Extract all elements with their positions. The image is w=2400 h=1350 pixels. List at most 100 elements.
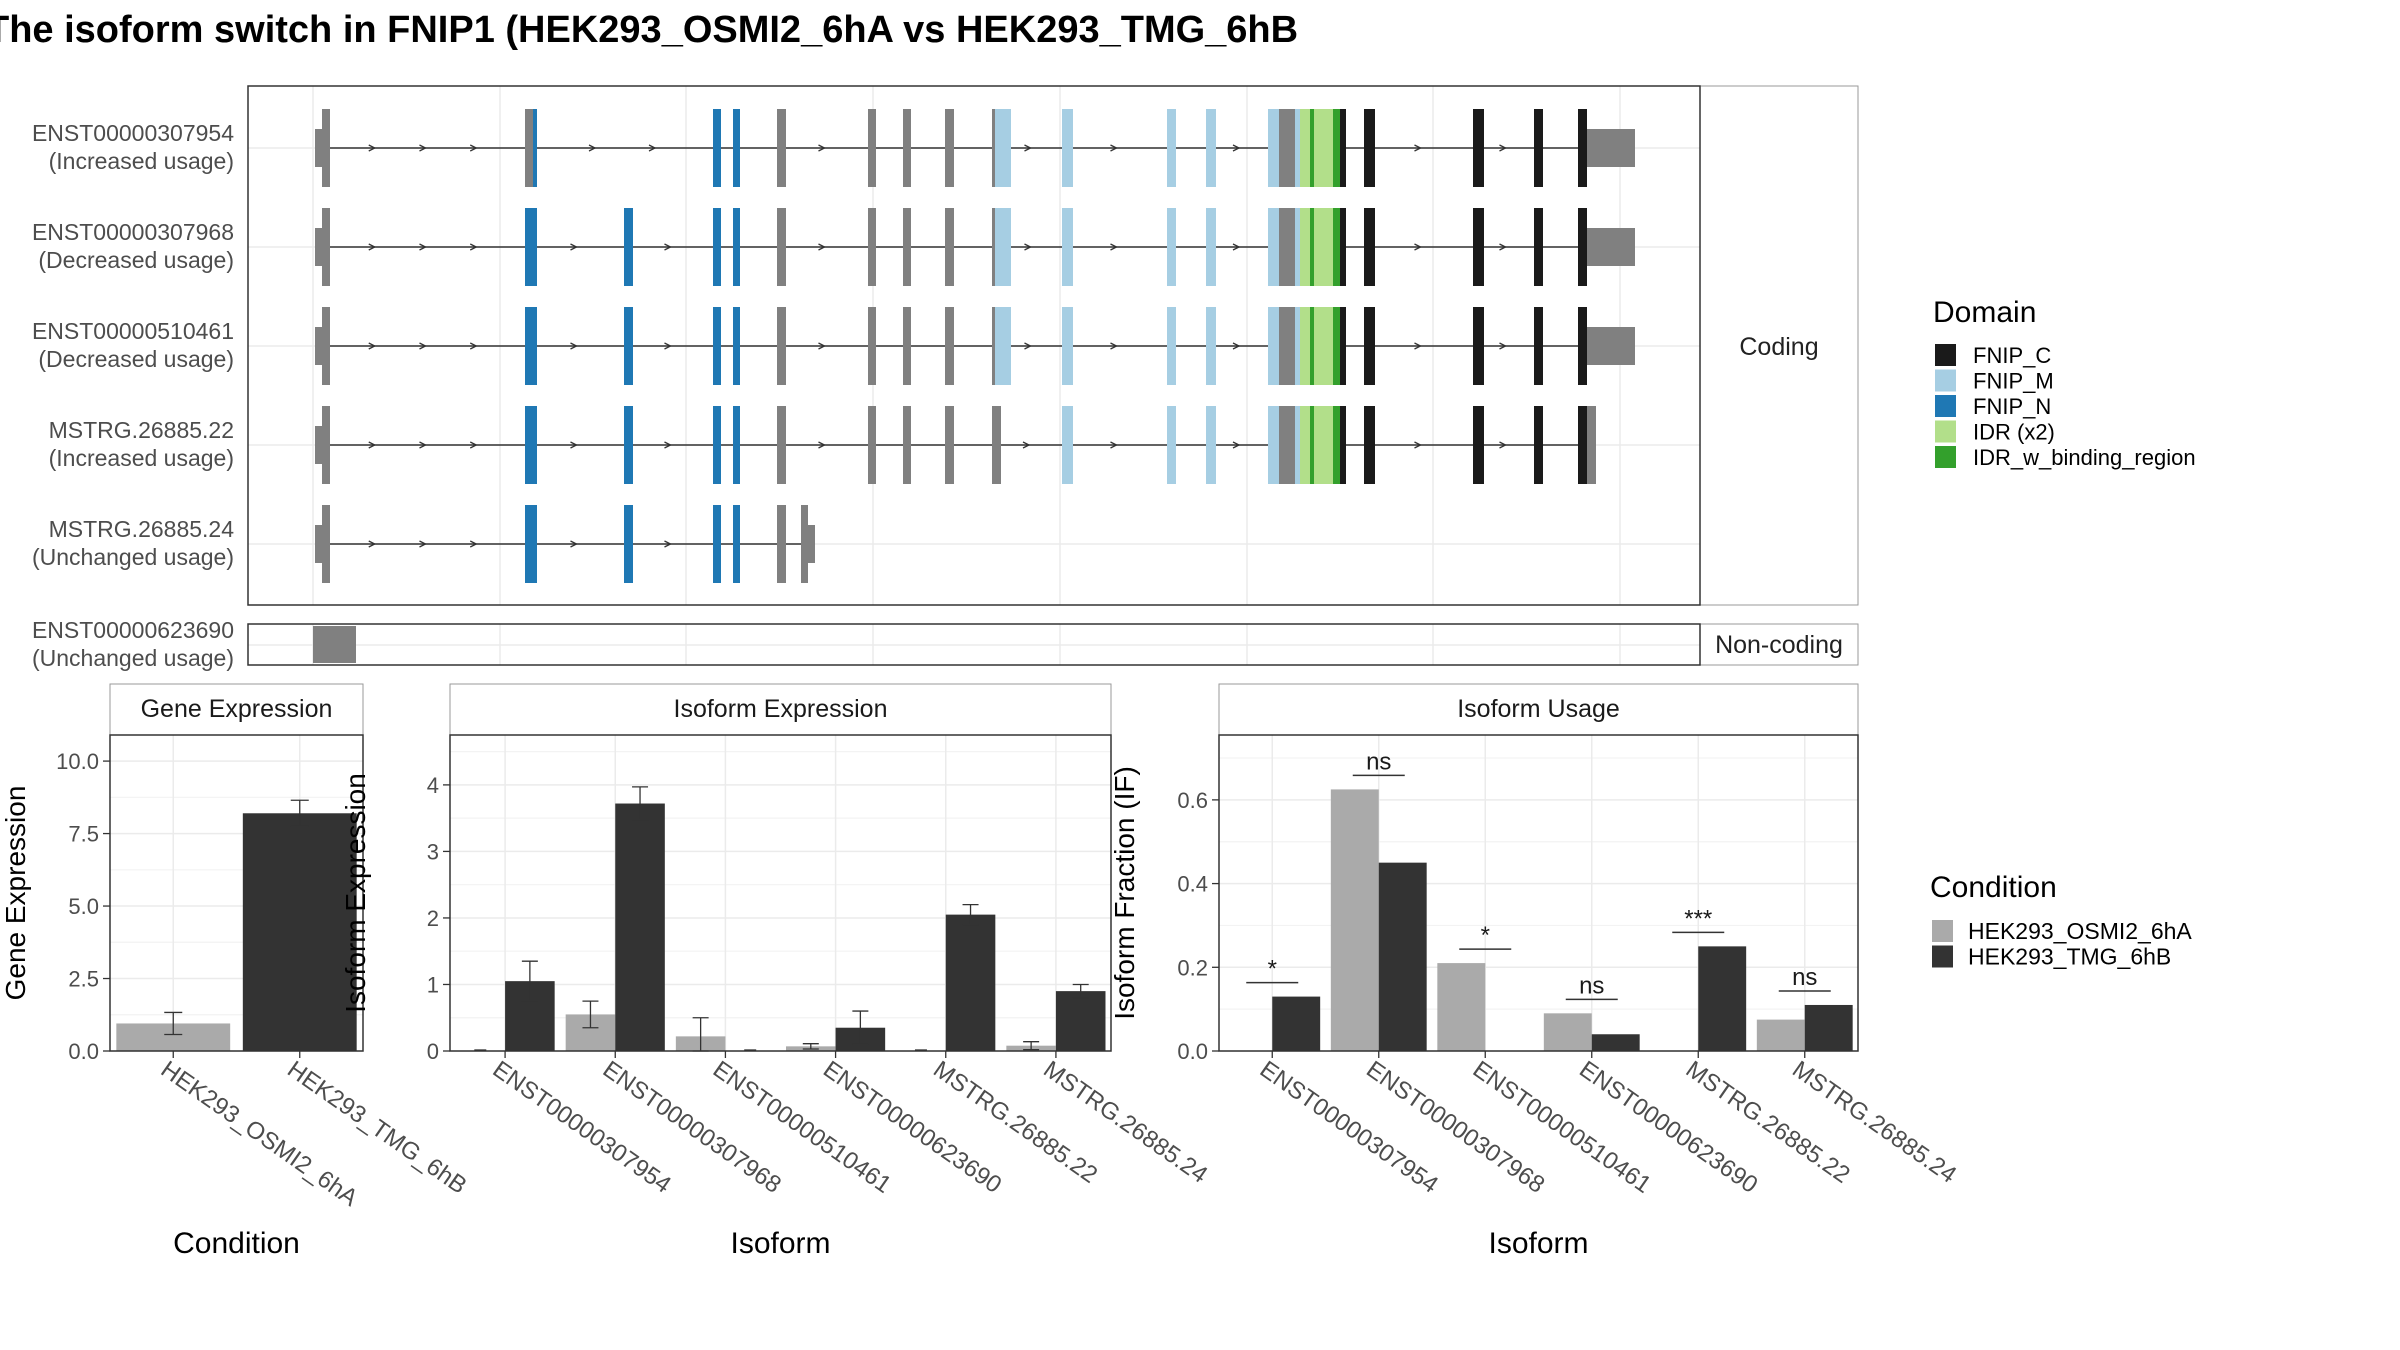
bar [1543,1013,1592,1051]
exon [713,208,721,286]
exon [1534,109,1543,187]
strand-arrow [1499,342,1507,350]
facet-strip [1218,683,1859,736]
legend-swatch [1935,369,1956,392]
exon [868,109,876,187]
facet-strip [449,683,1112,736]
exon [1314,109,1324,187]
panel-title: Isoform Usage [1457,695,1620,723]
strand-arrow [570,243,578,251]
strand-arrow [1499,243,1507,251]
bar [1272,996,1321,1051]
strand-arrow [419,342,427,350]
exon [868,406,876,484]
x-axis-title: Isoform [1488,1227,1588,1260]
y-tick-label: 5.0 [68,894,99,919]
bar [615,803,665,1051]
legend-swatch [1935,344,1956,366]
exon [1279,406,1295,484]
exon [624,307,633,385]
facet-label-noncoding: Non-coding [1715,631,1843,659]
strand-arrow [469,342,478,350]
exon [322,109,330,187]
exon [1340,109,1346,187]
legend-label: IDR_w_binding_region [1973,445,2196,470]
exon [1206,208,1216,286]
exon [1167,307,1176,385]
exon [315,228,323,266]
strand-arrow [664,540,672,548]
strand-arrow [818,144,826,152]
exon [1473,406,1484,484]
strand-arrow [1110,243,1118,251]
exon [733,406,740,484]
significance-label: ns [1792,964,1817,991]
y-tick-label: 0.0 [68,1039,99,1064]
strand-arrow [368,243,377,251]
exon [1268,406,1279,484]
facet-strip [1699,623,1859,666]
x-tick-label: ENST00000623690 [818,1056,1006,1199]
exon [1268,208,1279,286]
exon [1333,406,1340,484]
bar [945,914,996,1051]
panel-border [109,734,364,1052]
exon [1324,307,1333,385]
exon [624,505,633,583]
significance-label: * [1481,922,1490,949]
exon [1473,307,1484,385]
isoform-label: ENST00000307954 [32,120,234,146]
exon [1310,307,1314,385]
exon [1206,307,1216,385]
panel-border [449,734,1112,1052]
strand-arrow [419,243,427,251]
exon [777,505,786,583]
legend-label: FNIP_C [1973,343,2051,368]
bar [1378,862,1427,1051]
exon [1295,406,1300,484]
strand-arrow [368,441,377,449]
y-tick-label: 4 [427,773,439,798]
exon [808,525,815,563]
exon [1534,406,1543,484]
strand-arrow [1499,441,1507,449]
legend-label: IDR (x2) [1973,420,2055,445]
exon [777,208,786,286]
exon [713,505,721,583]
exon [903,307,911,385]
exon [713,109,721,187]
exon [903,406,911,484]
y-tick-label: 7.5 [68,822,99,847]
exon [525,307,537,385]
exon [903,208,911,286]
strand-arrow [664,243,672,251]
strand-arrow [368,540,377,548]
domain-legend-title: Domain [1933,296,2036,329]
isoform-label: ENST00000623690 [32,617,234,643]
exon [1206,109,1216,187]
bar [1055,991,1106,1051]
strand-arrow [419,144,427,152]
exon [315,525,323,563]
legend-swatch [1935,446,1956,468]
exon [1578,307,1587,385]
y-tick-label: 2 [427,906,439,931]
exon [1364,208,1375,286]
exon [1268,109,1279,187]
legend-label: FNIP_N [1973,394,2051,419]
exon [1206,406,1216,484]
x-tick-label: ENST00000623690 [1574,1056,1762,1199]
panel-title: Gene Expression [141,695,333,723]
exon [1300,208,1310,286]
panel-border [1218,734,1859,1052]
strand-arrow [1414,441,1422,449]
isoform-label: MSTRG.26885.24 [49,516,235,542]
y-tick-label: 1 [427,972,439,997]
x-axis-title: Condition [173,1227,300,1260]
y-tick-label: 0 [427,1039,439,1064]
exon [322,505,330,583]
bar [1756,1019,1805,1051]
exon [1279,208,1295,286]
exon [533,109,537,187]
x-tick-label: ENST00000307954 [488,1056,676,1199]
